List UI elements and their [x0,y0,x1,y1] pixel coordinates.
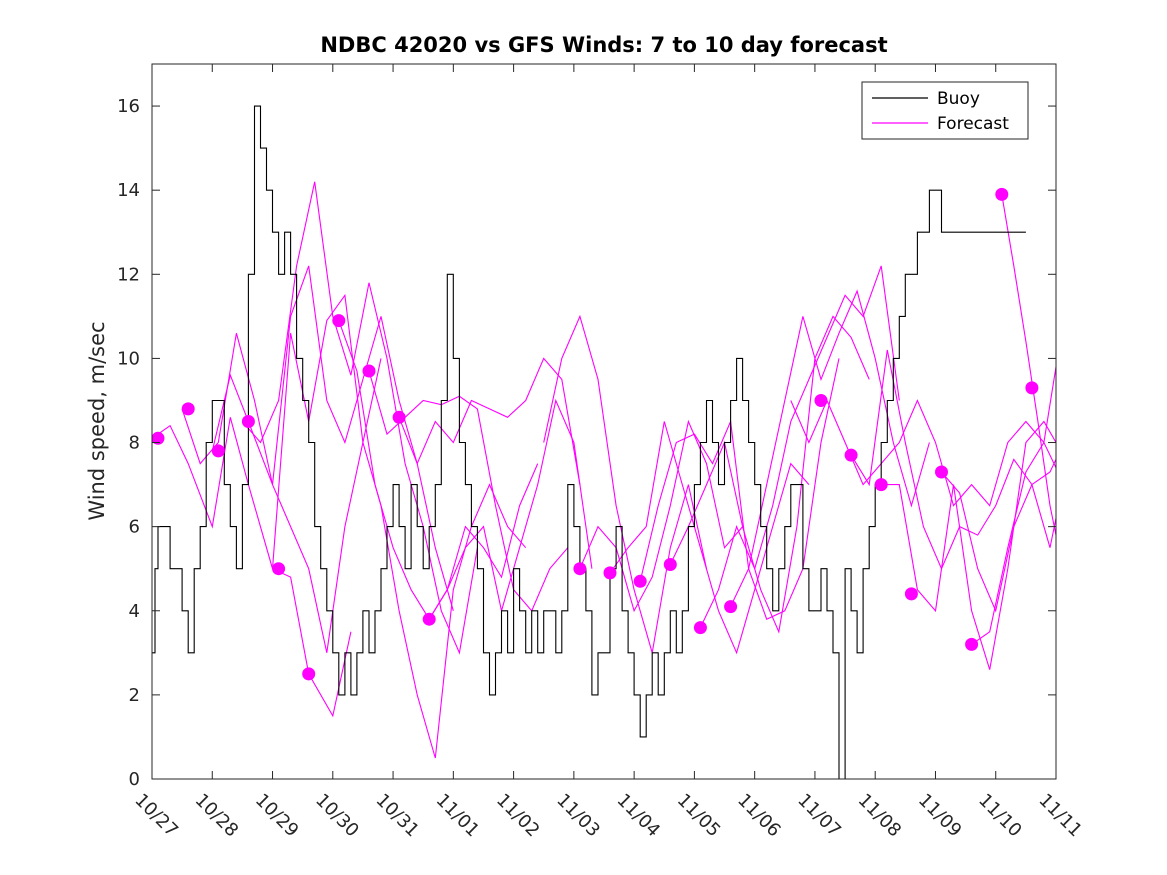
forecast-line-9 [428,398,593,620]
forecast-marker [181,402,195,416]
forecast-line-10 [543,314,708,653]
legend-box [861,81,1029,140]
forecast-marker [302,667,316,681]
forecast-marker [392,410,406,424]
forecast-marker [814,394,828,407]
y-tick-label: 2 [129,685,140,706]
forecast-marker [152,431,165,445]
forecast-marker [995,187,1009,201]
forecast-marker [844,448,858,462]
forecast-line-12 [609,421,810,655]
forecast-marker [241,415,255,428]
legend-forecast-label: Forecast [937,114,1009,134]
forecast-line-4 [241,181,478,655]
legend: Buoy Forecast [861,81,1029,140]
forecast-marker [663,558,677,571]
forecast-marker [362,364,376,378]
y-tick-label: 16 [117,96,140,117]
forecast-line-15 [699,265,900,628]
forecast-marker [603,566,617,580]
chart-title: NDBC 42020 vs GFS Winds: 7 to 10 day for… [320,33,887,57]
y-tick-label: 6 [129,517,140,538]
forecast-marker [724,600,738,614]
y-tick-label: 14 [117,180,140,201]
legend-buoy-label: Buoy [937,89,980,109]
y-tick-label: 12 [117,264,140,285]
y-axis-label: Wind speed, m/sec [85,321,109,520]
forecast-line-8 [398,357,581,485]
forecast-marker [965,637,979,651]
y-tick-label: 10 [117,348,140,369]
forecast-line-19 [881,420,1056,670]
forecast-marker [573,562,587,576]
forecast-line-14 [669,315,870,634]
y-tick-label: 0 [129,769,140,790]
forecast-marker [1025,381,1039,395]
forecast-line-16 [730,289,930,607]
forecast-line-13 [639,358,840,620]
forecast-line-20 [941,459,1056,613]
forecast-marker [693,621,707,635]
y-tick-label: 4 [129,601,140,622]
forecast-marker [272,562,286,576]
forecast-marker [633,574,647,588]
y-tick-label: 8 [129,433,140,454]
forecast-marker [904,587,918,601]
forecast-line-11 [579,419,744,613]
forecast-line-5 [271,293,527,759]
forecast-marker [211,444,225,458]
forecast-line-17 [790,366,1056,507]
buoy-line [152,105,1026,779]
forecast-line-21 [971,441,1056,645]
forecast-marker [332,314,346,328]
forecast-marker [935,465,948,479]
forecast-marker [874,478,888,492]
axes-frame [151,63,1057,780]
plot-area [152,105,1056,779]
forecast-line-3 [211,265,454,611]
forecast-marker [422,612,436,626]
